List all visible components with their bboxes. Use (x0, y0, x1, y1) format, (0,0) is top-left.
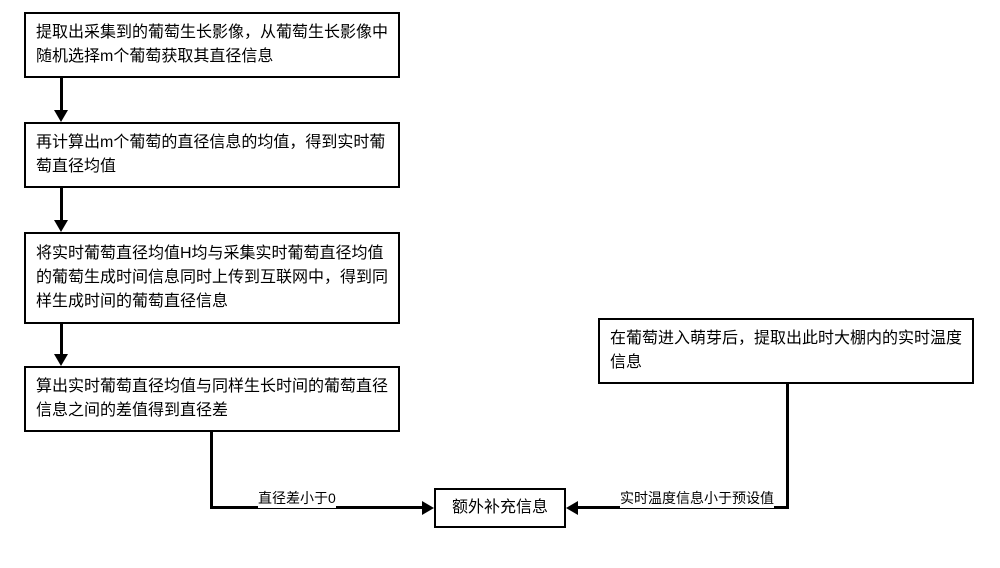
edge-label-right: 实时温度信息小于预设值 (620, 488, 774, 508)
node-text: 提取出采集到的葡萄生长影像，从葡萄生长影像中随机选择m个葡萄获取其直径信息 (36, 21, 388, 69)
arrowhead-icon (54, 220, 68, 232)
arrowhead-icon (54, 110, 68, 122)
node-text: 额外补充信息 (452, 496, 548, 520)
node-step-1: 提取出采集到的葡萄生长影像，从葡萄生长影像中随机选择m个葡萄获取其直径信息 (24, 12, 400, 78)
edge-1-2 (60, 78, 63, 112)
edge-label-left: 直径差小于0 (258, 488, 336, 508)
node-text: 算出实时葡萄直径均值与同样生长时间的葡萄直径信息之间的差值得到直径差 (36, 375, 388, 423)
node-step-4: 算出实时葡萄直径均值与同样生长时间的葡萄直径信息之间的差值得到直径差 (24, 366, 400, 432)
edge-4-6-v (210, 432, 213, 508)
node-text: 将实时葡萄直径均值H均与采集实时葡萄直径均值的葡萄生成时间信息同时上传到互联网中… (36, 242, 388, 314)
edge-2-3 (60, 188, 63, 222)
arrowhead-icon (422, 501, 434, 515)
edge-3-4 (60, 324, 63, 356)
node-step-5: 在葡萄进入萌芽后，提取出此时大棚内的实时温度信息 (598, 318, 974, 384)
node-step-3: 将实时葡萄直径均值H均与采集实时葡萄直径均值的葡萄生成时间信息同时上传到互联网中… (24, 232, 400, 324)
arrowhead-icon (54, 354, 68, 366)
node-result: 额外补充信息 (434, 488, 566, 528)
edge-5-6-v (786, 384, 789, 508)
node-text: 再计算出m个葡萄的直径信息的均值，得到实时葡萄直径均值 (36, 131, 388, 179)
node-text: 在葡萄进入萌芽后，提取出此时大棚内的实时温度信息 (610, 327, 962, 375)
node-step-2: 再计算出m个葡萄的直径信息的均值，得到实时葡萄直径均值 (24, 122, 400, 188)
arrowhead-icon (566, 501, 578, 515)
flowchart-canvas: 提取出采集到的葡萄生长影像，从葡萄生长影像中随机选择m个葡萄获取其直径信息 再计… (0, 0, 1000, 568)
